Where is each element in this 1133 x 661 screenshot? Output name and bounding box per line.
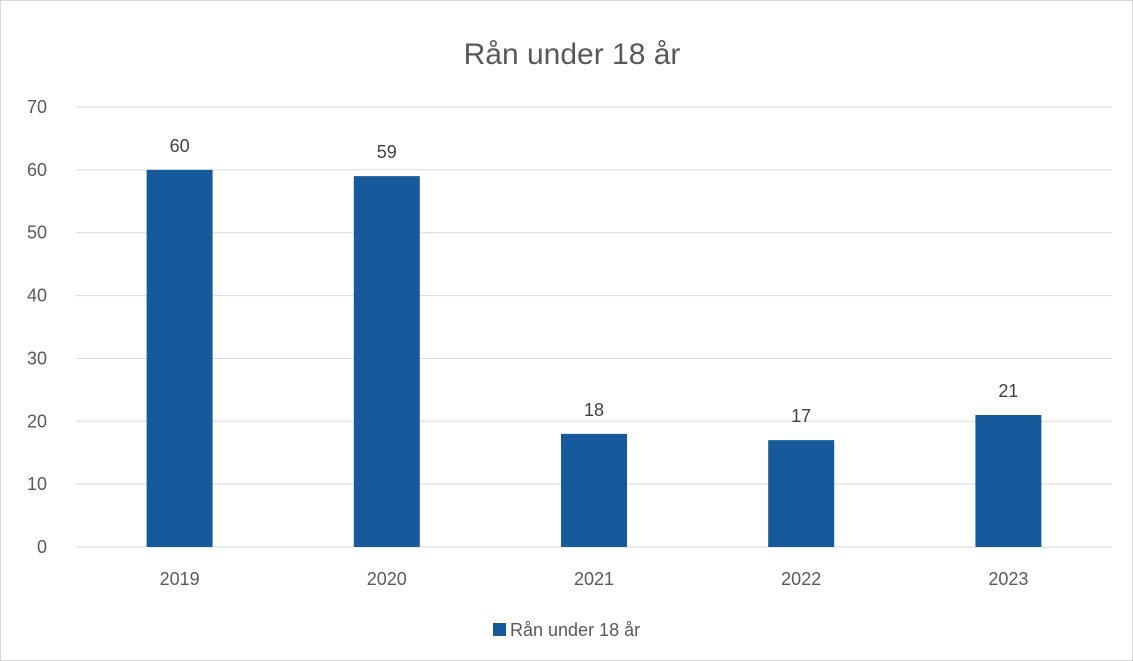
bar (768, 440, 835, 547)
data-label: 17 (791, 406, 811, 426)
legend: Rån under 18 år (493, 620, 640, 640)
y-tick-label: 10 (27, 474, 47, 494)
y-axis-ticks: 0 10 20 30 40 50 60 70 (27, 97, 47, 557)
bar (353, 176, 420, 547)
bar (146, 169, 213, 547)
y-tick-label: 20 (27, 411, 47, 431)
y-tick-label: 0 (37, 537, 47, 557)
bars (146, 169, 1042, 547)
x-tick-label: 2023 (988, 569, 1028, 589)
data-label: 21 (998, 381, 1018, 401)
bar (975, 415, 1042, 547)
y-tick-label: 30 (27, 348, 47, 368)
y-tick-label: 70 (27, 97, 47, 117)
x-axis-ticks: 2019 2020 2021 2022 2023 (160, 569, 1029, 589)
x-tick-label: 2021 (574, 569, 614, 589)
y-tick-label: 60 (27, 160, 47, 180)
gridlines (76, 106, 1112, 548)
legend-swatch (493, 623, 506, 636)
legend-label: Rån under 18 år (510, 620, 640, 640)
y-tick-label: 50 (27, 223, 47, 243)
chart-title: Rån under 18 år (464, 38, 681, 71)
data-label: 18 (584, 400, 604, 420)
data-label: 59 (377, 142, 397, 162)
x-tick-label: 2022 (781, 569, 821, 589)
x-tick-label: 2020 (367, 569, 407, 589)
data-labels: 60 59 18 17 21 (170, 136, 1019, 426)
data-label: 60 (170, 136, 190, 156)
x-tick-label: 2019 (160, 569, 200, 589)
y-tick-label: 40 (27, 286, 47, 306)
bar (561, 433, 627, 547)
